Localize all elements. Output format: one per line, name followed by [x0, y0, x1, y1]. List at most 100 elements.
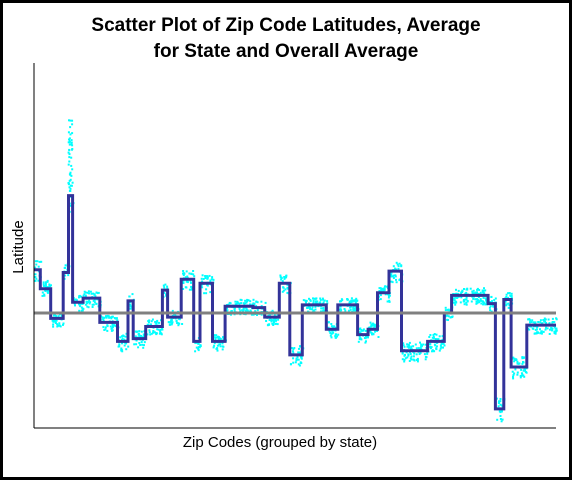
scatter-point	[358, 338, 361, 340]
scatter-point	[311, 308, 313, 311]
scatter-point	[121, 350, 124, 353]
scatter-point	[521, 356, 524, 359]
scatter-point	[88, 302, 91, 305]
scatter-point	[78, 309, 81, 312]
scatter-point	[408, 344, 410, 347]
scatter-point	[53, 314, 55, 317]
scatter-point	[327, 321, 330, 324]
scatter-point	[68, 179, 71, 182]
scatter-point	[388, 299, 391, 302]
scatter-point	[46, 291, 49, 294]
scatter-point	[544, 328, 547, 331]
scatter-point	[320, 307, 323, 310]
scatter-point	[250, 313, 253, 316]
scatter-point	[313, 297, 316, 300]
scatter-point	[483, 287, 485, 290]
scatter-point	[186, 281, 189, 284]
scatter-point	[53, 319, 55, 322]
scatter-point	[70, 143, 73, 146]
chart-title-line-2: for State and Overall Average	[153, 41, 419, 62]
scatter-point	[298, 351, 301, 354]
scatter-point	[158, 321, 160, 324]
scatter-point	[491, 304, 494, 307]
scatter-point	[539, 319, 542, 322]
scatter-point	[407, 343, 410, 346]
scatter-point	[283, 276, 286, 279]
scatter-point	[64, 264, 67, 267]
scatter-point	[334, 333, 337, 336]
scatter-point	[242, 308, 245, 310]
scatter-points	[34, 119, 558, 423]
scatter-point	[88, 299, 91, 302]
scatter-point	[374, 325, 376, 328]
scatter-point	[74, 304, 76, 307]
scatter-point	[281, 290, 284, 293]
scatter-point	[314, 308, 317, 311]
scatter-point	[505, 293, 508, 296]
scatter-point	[87, 306, 90, 309]
scatter-point	[69, 133, 72, 136]
scatter-point	[168, 321, 171, 324]
scatter-point	[481, 289, 484, 292]
scatter-point	[370, 325, 373, 328]
scatter-point	[38, 260, 41, 263]
scatter-point	[264, 301, 267, 304]
scatter-point	[542, 319, 545, 321]
scatter-point	[221, 342, 224, 345]
scatter-point	[553, 321, 556, 324]
scatter-point	[439, 347, 442, 350]
scatter-point	[330, 323, 333, 325]
scatter-point	[555, 329, 558, 332]
scatter-point	[37, 265, 40, 268]
scatter-point	[67, 131, 70, 134]
scatter-point	[350, 301, 353, 303]
scatter-point	[378, 287, 381, 290]
scatter-point	[44, 290, 47, 292]
scatter-point	[300, 362, 302, 364]
scatter-point	[148, 321, 150, 324]
scatter-point	[532, 321, 535, 324]
scatter-point	[424, 358, 427, 361]
scatter-point	[407, 346, 410, 349]
scatter-point	[435, 347, 438, 350]
scatter-point	[148, 331, 151, 334]
scatter-point	[234, 303, 237, 306]
scatter-point	[476, 291, 478, 294]
scatter-point	[56, 323, 59, 326]
scatter-point	[330, 325, 333, 328]
scatter-point	[156, 319, 159, 322]
scatter-point	[438, 349, 441, 352]
scatter-point	[134, 335, 137, 338]
scatter-point	[321, 297, 324, 300]
scatter-point	[447, 315, 450, 318]
scatter-point	[209, 291, 212, 294]
scatter-point	[454, 300, 457, 303]
scatter-point	[534, 321, 537, 324]
scatter-point	[380, 288, 383, 291]
scatter-point	[142, 333, 145, 336]
scatter-point	[213, 334, 216, 337]
scatter-point	[475, 298, 478, 301]
scatter-point	[403, 358, 406, 361]
scatter-point	[447, 319, 449, 321]
scatter-point	[169, 323, 172, 326]
scatter-point	[297, 358, 300, 361]
scatter-point	[343, 308, 346, 310]
scatter-point	[71, 119, 74, 122]
scatter-point	[432, 334, 435, 336]
scatter-point	[151, 318, 154, 321]
scatter-point	[417, 347, 420, 350]
scatter-point	[368, 326, 371, 329]
scatter-point	[206, 277, 209, 280]
scatter-point	[339, 305, 342, 308]
scatter-point	[319, 301, 322, 304]
scatter-point	[46, 290, 49, 293]
scatter-point	[85, 300, 88, 303]
scatter-point	[445, 314, 448, 317]
scatter-point	[390, 274, 393, 277]
scatter-point	[420, 345, 423, 348]
scatter-point	[508, 292, 511, 294]
scatter-point	[484, 297, 487, 300]
scatter-point	[129, 307, 132, 310]
scatter-point	[201, 274, 204, 277]
